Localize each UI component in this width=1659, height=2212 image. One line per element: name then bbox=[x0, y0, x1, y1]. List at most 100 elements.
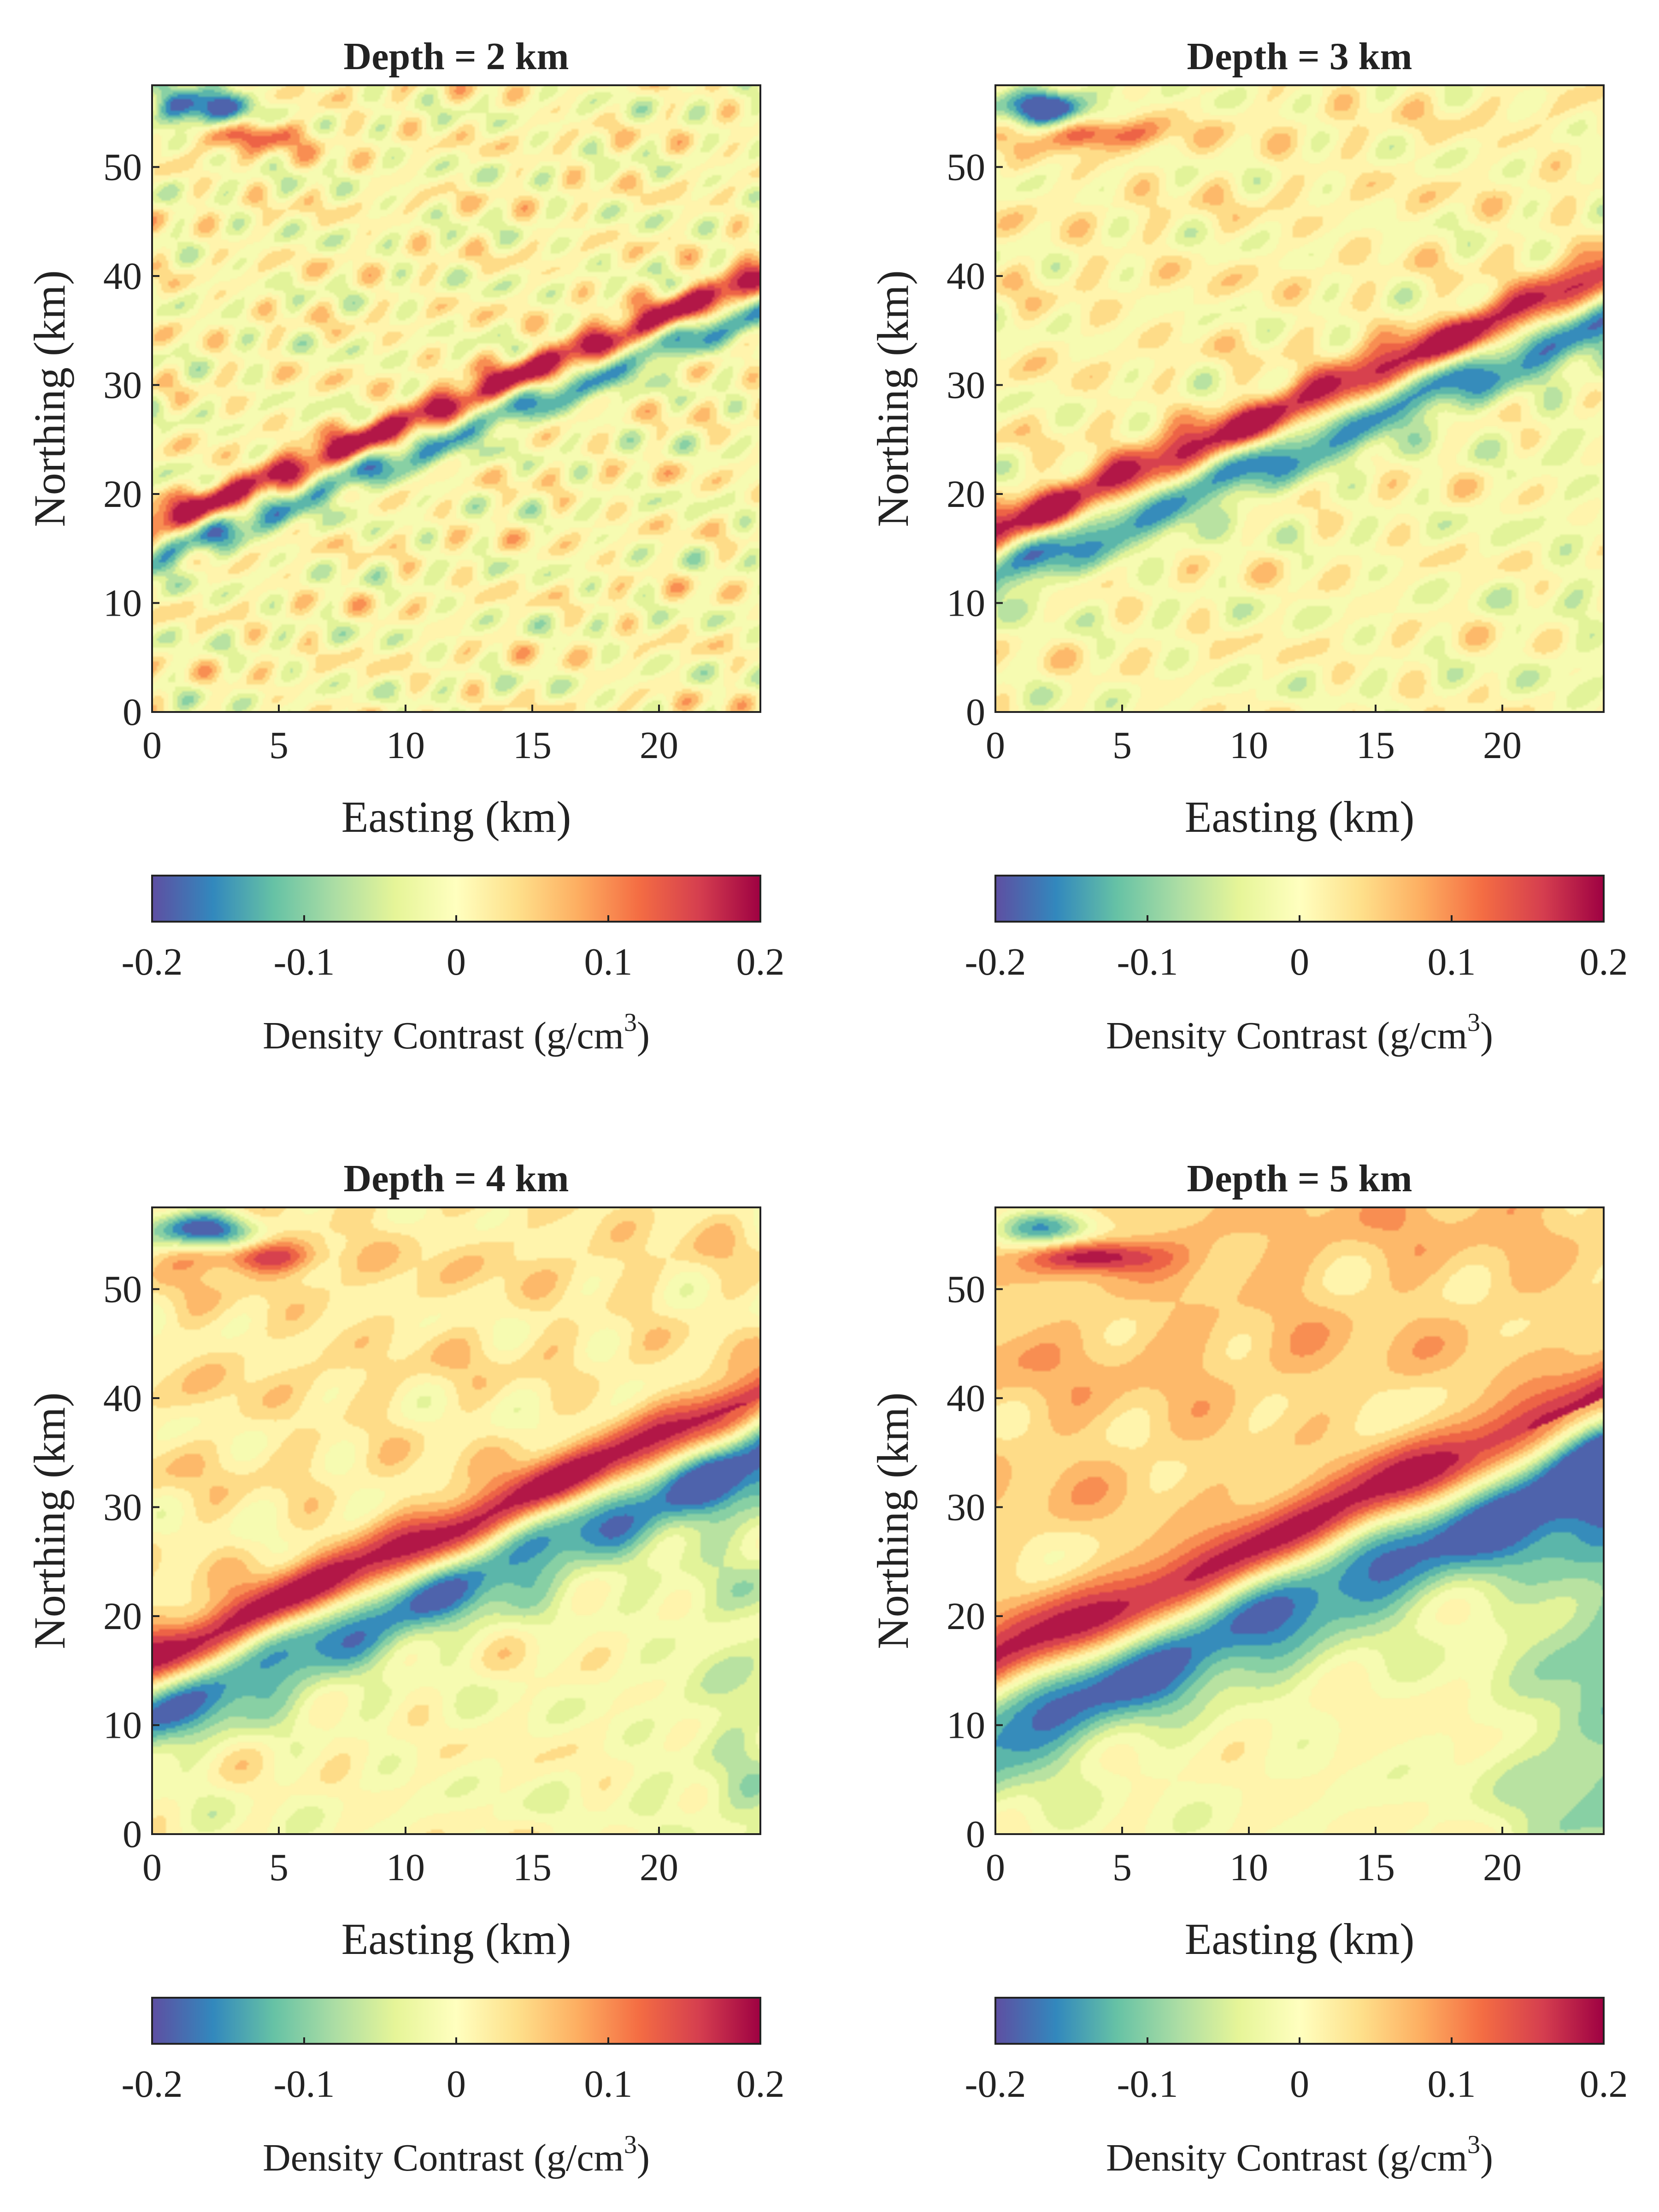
x-tick-label: 5 bbox=[1112, 1846, 1132, 1889]
colorbar-tick-label: 0 bbox=[447, 941, 466, 983]
y-axis: 0 10 20 30 40 50 bbox=[103, 1268, 159, 1856]
y-tick-label: 40 bbox=[947, 1377, 985, 1420]
colorbar-ticks: -0.2 -0.1 0 0.1 0.2 bbox=[965, 915, 1628, 983]
x-tick-label: 20 bbox=[1483, 1846, 1522, 1889]
x-tick-label: 20 bbox=[640, 1846, 678, 1889]
y-tick-label: 20 bbox=[103, 473, 142, 516]
colorbar-tick-label: 0.1 bbox=[1428, 941, 1476, 983]
colorbar-tick-label: -0.2 bbox=[965, 941, 1026, 983]
colorbar-gradient bbox=[151, 875, 761, 923]
heatmap-image bbox=[995, 85, 1604, 712]
y-tick-label: 30 bbox=[947, 364, 985, 406]
heatmap-plot[interactable]: 0 5 10 15 20 0 10 20 30 40 50 bbox=[103, 1206, 761, 1889]
colorbar-tick-label: 0 bbox=[1290, 941, 1309, 983]
y-axis: 0 10 20 30 40 50 bbox=[947, 146, 1003, 734]
x-tick-label: 10 bbox=[386, 724, 425, 767]
y-tick-label: 10 bbox=[947, 582, 985, 624]
y-tick-label: 0 bbox=[966, 691, 985, 734]
y-tick-label: 0 bbox=[123, 1813, 142, 1856]
colorbar-tick-label: 0.1 bbox=[584, 2063, 633, 2106]
y-tick-label: 50 bbox=[947, 146, 985, 188]
x-tick-label: 0 bbox=[986, 724, 1005, 767]
colorbar: -0.2 -0.1 0 0.1 0.2 Density Contrast (g/cm3) bbox=[122, 1997, 785, 2179]
x-axis-label: Easting (km) bbox=[341, 1914, 571, 1964]
x-axis: 0 5 10 15 20 bbox=[986, 705, 1522, 767]
y-tick-label: 30 bbox=[947, 1486, 985, 1529]
x-tick-label: 15 bbox=[1356, 724, 1395, 767]
x-axis: 0 5 10 15 20 bbox=[986, 1827, 1522, 1889]
y-tick-label: 20 bbox=[103, 1595, 142, 1638]
colorbar: -0.2 -0.1 0 0.1 0.2 Density Contrast (g/cm3) bbox=[965, 875, 1628, 1057]
colorbar-gradient bbox=[994, 875, 1605, 923]
heatmap-image bbox=[152, 85, 760, 712]
plot-frame bbox=[994, 1206, 1605, 1835]
y-axis-label: Northing (km) bbox=[868, 270, 918, 527]
heatmap-image bbox=[995, 1207, 1604, 1834]
y-axis: 0 10 20 30 40 50 bbox=[947, 1268, 1003, 1856]
colorbar-ticks: -0.2 -0.1 0 0.1 0.2 bbox=[122, 2037, 785, 2106]
y-axis-label: Northing (km) bbox=[868, 1392, 918, 1649]
y-tick-label: 40 bbox=[103, 255, 142, 298]
y-axis-label: Northing (km) bbox=[25, 1392, 74, 1649]
colorbar-tick-label: 0 bbox=[447, 2063, 466, 2106]
colorbar-tick-label: -0.2 bbox=[122, 941, 183, 983]
x-tick-label: 0 bbox=[142, 724, 162, 767]
y-tick-label: 10 bbox=[947, 1704, 985, 1747]
x-tick-label: 0 bbox=[986, 1846, 1005, 1889]
colorbar-label: Density Contrast (g/cm3) bbox=[263, 2130, 650, 2179]
x-tick-label: 10 bbox=[1230, 724, 1268, 767]
colorbar-label: Density Contrast (g/cm3) bbox=[1106, 2130, 1493, 2179]
y-tick-label: 0 bbox=[966, 1813, 985, 1856]
plot-frame bbox=[151, 84, 761, 713]
x-axis: 0 5 10 15 20 bbox=[142, 1827, 678, 1889]
heatmap-plot[interactable]: 0 5 10 15 20 0 10 20 30 40 50 bbox=[947, 1206, 1605, 1889]
x-tick-label: 20 bbox=[640, 724, 678, 767]
y-tick-label: 50 bbox=[947, 1268, 985, 1311]
colorbar-gradient bbox=[994, 1997, 1605, 2045]
colorbar-tick-label: 0.2 bbox=[736, 941, 785, 983]
colorbar-tick-label: -0.1 bbox=[1117, 941, 1178, 983]
colorbar-ticks: -0.2 -0.1 0 0.1 0.2 bbox=[122, 915, 785, 983]
y-tick-label: 50 bbox=[103, 1268, 142, 1311]
panel-depth-3km: Depth = 3 km 0 5 10 15 20 0 10 20 30 40 50 Eastin… bbox=[868, 35, 1628, 1057]
colorbar-tick-label: -0.1 bbox=[1117, 2063, 1178, 2106]
colorbar-tick-label: -0.2 bbox=[122, 2063, 183, 2106]
x-axis-label: Easting (km) bbox=[341, 792, 571, 841]
plot-frame bbox=[151, 1206, 761, 1835]
colorbar-label: Density Contrast (g/cm3) bbox=[263, 1008, 650, 1057]
heatmap-image bbox=[152, 1207, 760, 1834]
y-axis: 0 10 20 30 40 50 bbox=[103, 146, 159, 734]
colorbar-tick-label: -0.1 bbox=[274, 941, 335, 983]
y-tick-label: 10 bbox=[103, 1704, 142, 1747]
colorbar-ticks: -0.2 -0.1 0 0.1 0.2 bbox=[965, 2037, 1628, 2106]
plot-frame bbox=[994, 84, 1605, 713]
heatmap-plot[interactable]: 0 5 10 15 20 0 10 20 30 40 50 bbox=[947, 84, 1605, 767]
panel-depth-2km: Depth = 2 km 0 5 10 15 20 0 10 20 30 40 50 Eastin… bbox=[25, 35, 785, 1057]
panel-title: Depth = 5 km bbox=[1187, 1157, 1412, 1200]
colorbar-tick-label: -0.2 bbox=[965, 2063, 1026, 2106]
x-tick-label: 20 bbox=[1483, 724, 1522, 767]
colorbar-label: Density Contrast (g/cm3) bbox=[1106, 1008, 1493, 1057]
x-tick-label: 10 bbox=[1230, 1846, 1268, 1889]
colorbar-tick-label: 0.1 bbox=[584, 941, 633, 983]
panel-title: Depth = 4 km bbox=[344, 1157, 569, 1200]
colorbar: -0.2 -0.1 0 0.1 0.2 Density Contrast (g/cm3) bbox=[965, 1997, 1628, 2179]
x-tick-label: 5 bbox=[1112, 724, 1132, 767]
heatmap-plot[interactable]: 0 5 10 15 20 0 10 20 30 40 50 bbox=[103, 84, 761, 767]
y-tick-label: 40 bbox=[947, 255, 985, 298]
colorbar-tick-label: 0.2 bbox=[736, 2063, 785, 2106]
y-axis-label: Northing (km) bbox=[25, 270, 74, 527]
colorbar-tick-label: 0.2 bbox=[1580, 2063, 1628, 2106]
y-tick-label: 0 bbox=[123, 691, 142, 734]
panel-depth-5km: Depth = 5 km 0 5 10 15 20 0 10 20 30 40 50 Eastin… bbox=[868, 1157, 1628, 2179]
panel-depth-4km: Depth = 4 km 0 5 10 15 20 0 10 20 30 40 50 Eastin… bbox=[25, 1157, 785, 2179]
x-tick-label: 15 bbox=[1356, 1846, 1395, 1889]
y-tick-label: 10 bbox=[103, 582, 142, 624]
x-tick-label: 5 bbox=[269, 724, 288, 767]
colorbar: -0.2 -0.1 0 0.1 0.2 Density Contrast (g/cm3) bbox=[122, 875, 785, 1057]
colorbar-tick-label: 0.2 bbox=[1580, 941, 1628, 983]
x-axis-label: Easting (km) bbox=[1185, 1914, 1415, 1964]
y-tick-label: 20 bbox=[947, 473, 985, 516]
x-tick-label: 10 bbox=[386, 1846, 425, 1889]
